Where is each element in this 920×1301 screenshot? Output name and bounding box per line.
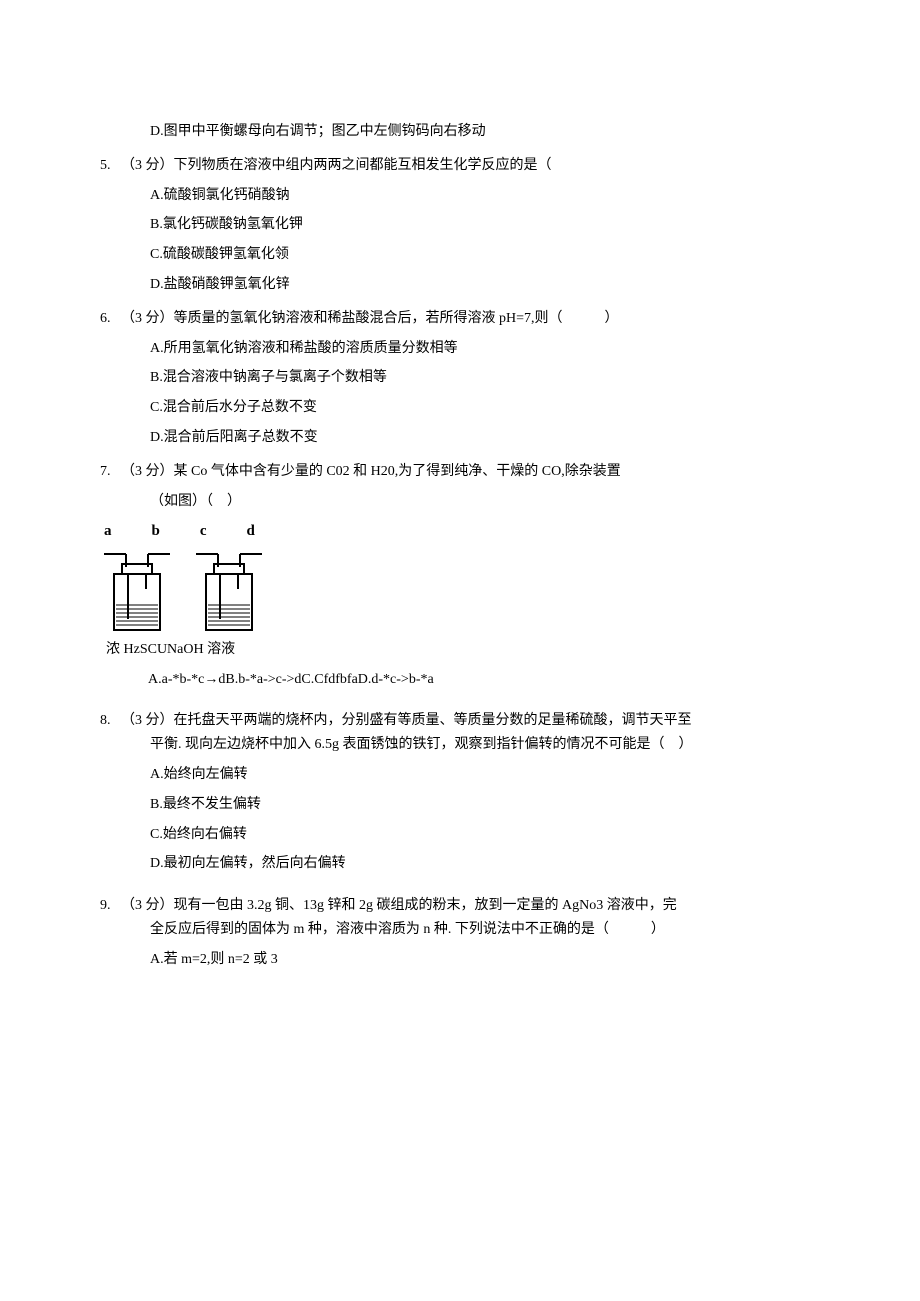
q7-fig-label-a: a — [104, 519, 112, 545]
q5-option-d: D.盐酸硝酸钾氢氧化锌 — [150, 273, 820, 297]
q8-block: 8. （3 分）在托盘天平两端的烧杯内，分别盛有等质量、等质量分数的足量稀硫酸，… — [100, 709, 820, 876]
exam-page: D.图甲中平衡螺母向右调节；图乙中左侧钩码向右移动 5. （3 分）下列物质在溶… — [0, 0, 920, 1038]
q7-fig-label-d: d — [247, 519, 255, 545]
q8-option-b: B.最终不发生偏转 — [150, 793, 820, 817]
q7-figure-labels: a b c d — [104, 519, 820, 545]
q7-stem-text-1: （3 分）某 Co 气体中含有少量的 C02 和 H20,为了得到纯净、干燥的 … — [121, 464, 621, 479]
q8-stem-line2: 平衡. 现向左边烧杯中加入 6.5g 表面锈蚀的铁钉，观察到指针偏转的情况不可能… — [150, 733, 820, 757]
q7-bottle-row — [102, 549, 820, 634]
q5-option-c: C.硫酸碳酸钾氢氧化领 — [150, 243, 820, 267]
q6-stem-text: （3 分）等质量的氢氧化钠溶液和稀盐酸混合后，若所得溶液 pH=7,则（ ） — [121, 311, 619, 326]
q8-option-a: A.始终向左偏转 — [150, 763, 820, 787]
gas-wash-bottle-icon — [194, 549, 264, 634]
q7-fig-label-b: b — [152, 519, 160, 545]
q7-block: 7. （3 分）某 Co 气体中含有少量的 C02 和 H20,为了得到纯净、干… — [100, 460, 820, 514]
q8-num: 8. — [100, 713, 111, 728]
q5-num: 5. — [100, 158, 111, 173]
q7-fig-label-c: c — [200, 519, 207, 545]
q6-option-b: B.混合溶液中钠离子与氯离子个数相等 — [150, 366, 820, 390]
gas-wash-bottle-icon — [102, 549, 172, 634]
q6-stem: 6. （3 分）等质量的氢氧化钠溶液和稀盐酸混合后，若所得溶液 pH=7,则（ … — [100, 307, 820, 331]
q5-block: 5. （3 分）下列物质在溶液中组内两两之间都能互相发生化学反应的是（ A.硫酸… — [100, 154, 820, 297]
q6-num: 6. — [100, 311, 111, 326]
q5-stem-text: （3 分）下列物质在溶液中组内两两之间都能互相发生化学反应的是（ — [121, 158, 552, 173]
q6-option-a: A.所用氢氧化钠溶液和稀盐酸的溶质质量分数相等 — [150, 337, 820, 361]
q9-num: 9. — [100, 898, 111, 913]
q9-option-a: A.若 m=2,则 n=2 或 3 — [150, 948, 820, 972]
q9-stem-text-1: （3 分）现有一包由 3.2g 铜、13g 锌和 2g 碳组成的粉末，放到一定量… — [121, 898, 677, 913]
q7-figure: a b c d — [98, 519, 820, 691]
q5-option-a: A.硫酸铜氯化钙硝酸钠 — [150, 184, 820, 208]
q7-num: 7. — [100, 464, 111, 479]
q6-option-c: C.混合前后水分子总数不变 — [150, 396, 820, 420]
q4-option-d: D.图甲中平衡螺母向右调节；图乙中左侧钩码向右移动 — [150, 120, 820, 144]
q5-option-b: B.氯化钙碳酸钠氢氧化钾 — [150, 213, 820, 237]
q7-figure-caption: 浓 HzSCUNaOH 溶液 — [106, 638, 820, 662]
q8-stem-text-1: （3 分）在托盘天平两端的烧杯内，分别盛有等质量、等质量分数的足量稀硫酸，调节天… — [121, 713, 692, 728]
q8-option-d: D.最初向左偏转，然后向右偏转 — [150, 852, 820, 876]
q6-option-d: D.混合前后阳离子总数不变 — [150, 426, 820, 450]
q8-option-c: C.始终向右偏转 — [150, 823, 820, 847]
q7-stem-line1: 7. （3 分）某 Co 气体中含有少量的 C02 和 H20,为了得到纯净、干… — [100, 460, 820, 484]
q7-stem-line2: （如图）（ ） — [150, 490, 820, 514]
q8-stem-line1: 8. （3 分）在托盘天平两端的烧杯内，分别盛有等质量、等质量分数的足量稀硫酸，… — [100, 709, 820, 733]
q5-stem: 5. （3 分）下列物质在溶液中组内两两之间都能互相发生化学反应的是（ — [100, 154, 820, 178]
q9-block: 9. （3 分）现有一包由 3.2g 铜、13g 锌和 2g 碳组成的粉末，放到… — [100, 894, 820, 971]
q9-stem-line2: 全反应后得到的固体为 m 种，溶液中溶质为 n 种. 下列说法中不正确的是（ ） — [150, 918, 820, 942]
q6-block: 6. （3 分）等质量的氢氧化钠溶液和稀盐酸混合后，若所得溶液 pH=7,则（ … — [100, 307, 820, 450]
q9-stem-line1: 9. （3 分）现有一包由 3.2g 铜、13g 锌和 2g 碳组成的粉末，放到… — [100, 894, 820, 918]
q7-option-a: A.a-*b-*c→dB.b-*a->c->dC.CfdfbfaD.d-*c->… — [148, 668, 820, 692]
